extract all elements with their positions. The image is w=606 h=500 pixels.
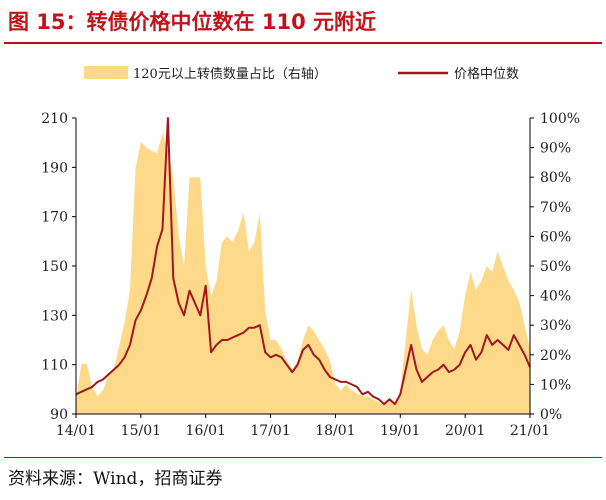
series-area-share	[76, 132, 530, 415]
legend-area-label: 120元以上转债数量占比（右轴）	[133, 67, 327, 82]
title-rule	[4, 42, 602, 44]
y-right-tick-label: 100%	[540, 111, 580, 127]
x-tick-label: 15/01	[121, 423, 161, 439]
legend-area-swatch	[84, 66, 128, 79]
y-left-tick-label: 170	[41, 210, 68, 226]
x-tick-label: 17/01	[250, 423, 290, 439]
y-left-tick-label: 90	[50, 407, 68, 423]
y-right-tick-label: 20%	[540, 348, 571, 364]
chart: 120元以上转债数量占比（右轴） 价格中位数 90 110 130 150 170 190…	[41, 66, 580, 439]
y-right-tick-label: 40%	[540, 289, 571, 305]
y-right-tick-label: 10%	[540, 377, 571, 393]
x-tick-label: 18/01	[315, 423, 355, 439]
y-left-tick-label: 210	[41, 111, 68, 127]
y-right-tick-label: 80%	[540, 170, 571, 186]
y-right-tick-label: 0%	[540, 407, 562, 423]
y-left-tick-label: 150	[41, 259, 68, 275]
y-right-tick-label: 50%	[540, 259, 571, 275]
y-right-tick-label: 70%	[540, 200, 571, 216]
series-line-median-price	[75, 117, 531, 406]
x-tick-label: 16/01	[186, 423, 226, 439]
y-right-tick-label: 90%	[540, 141, 571, 157]
source-note: 资料来源：Wind，招商证券	[8, 469, 223, 489]
figure-title: 图 15：转债价格中位数在 110 元附近	[8, 10, 376, 34]
y-right-tick-label: 60%	[540, 229, 571, 245]
x-tick-label: 20/01	[445, 423, 485, 439]
x-tick-label: 21/01	[510, 423, 550, 439]
legend-line-label: 价格中位数	[454, 66, 519, 82]
y-left-tick-label: 130	[41, 308, 68, 324]
y-left-tick-label: 110	[41, 358, 68, 374]
y-left-tick-label: 190	[41, 160, 68, 176]
footer-rule	[4, 457, 602, 458]
legend: 120元以上转债数量占比（右轴） 价格中位数	[84, 66, 519, 82]
x-tick-label: 19/01	[380, 423, 420, 439]
x-tick-label: 14/01	[56, 423, 96, 439]
y-right-tick-label: 30%	[540, 318, 571, 334]
plot-area: 90 110 130 150 170 190 210 0% 10% 20% 30% 40% 50% 60%…	[41, 111, 580, 439]
